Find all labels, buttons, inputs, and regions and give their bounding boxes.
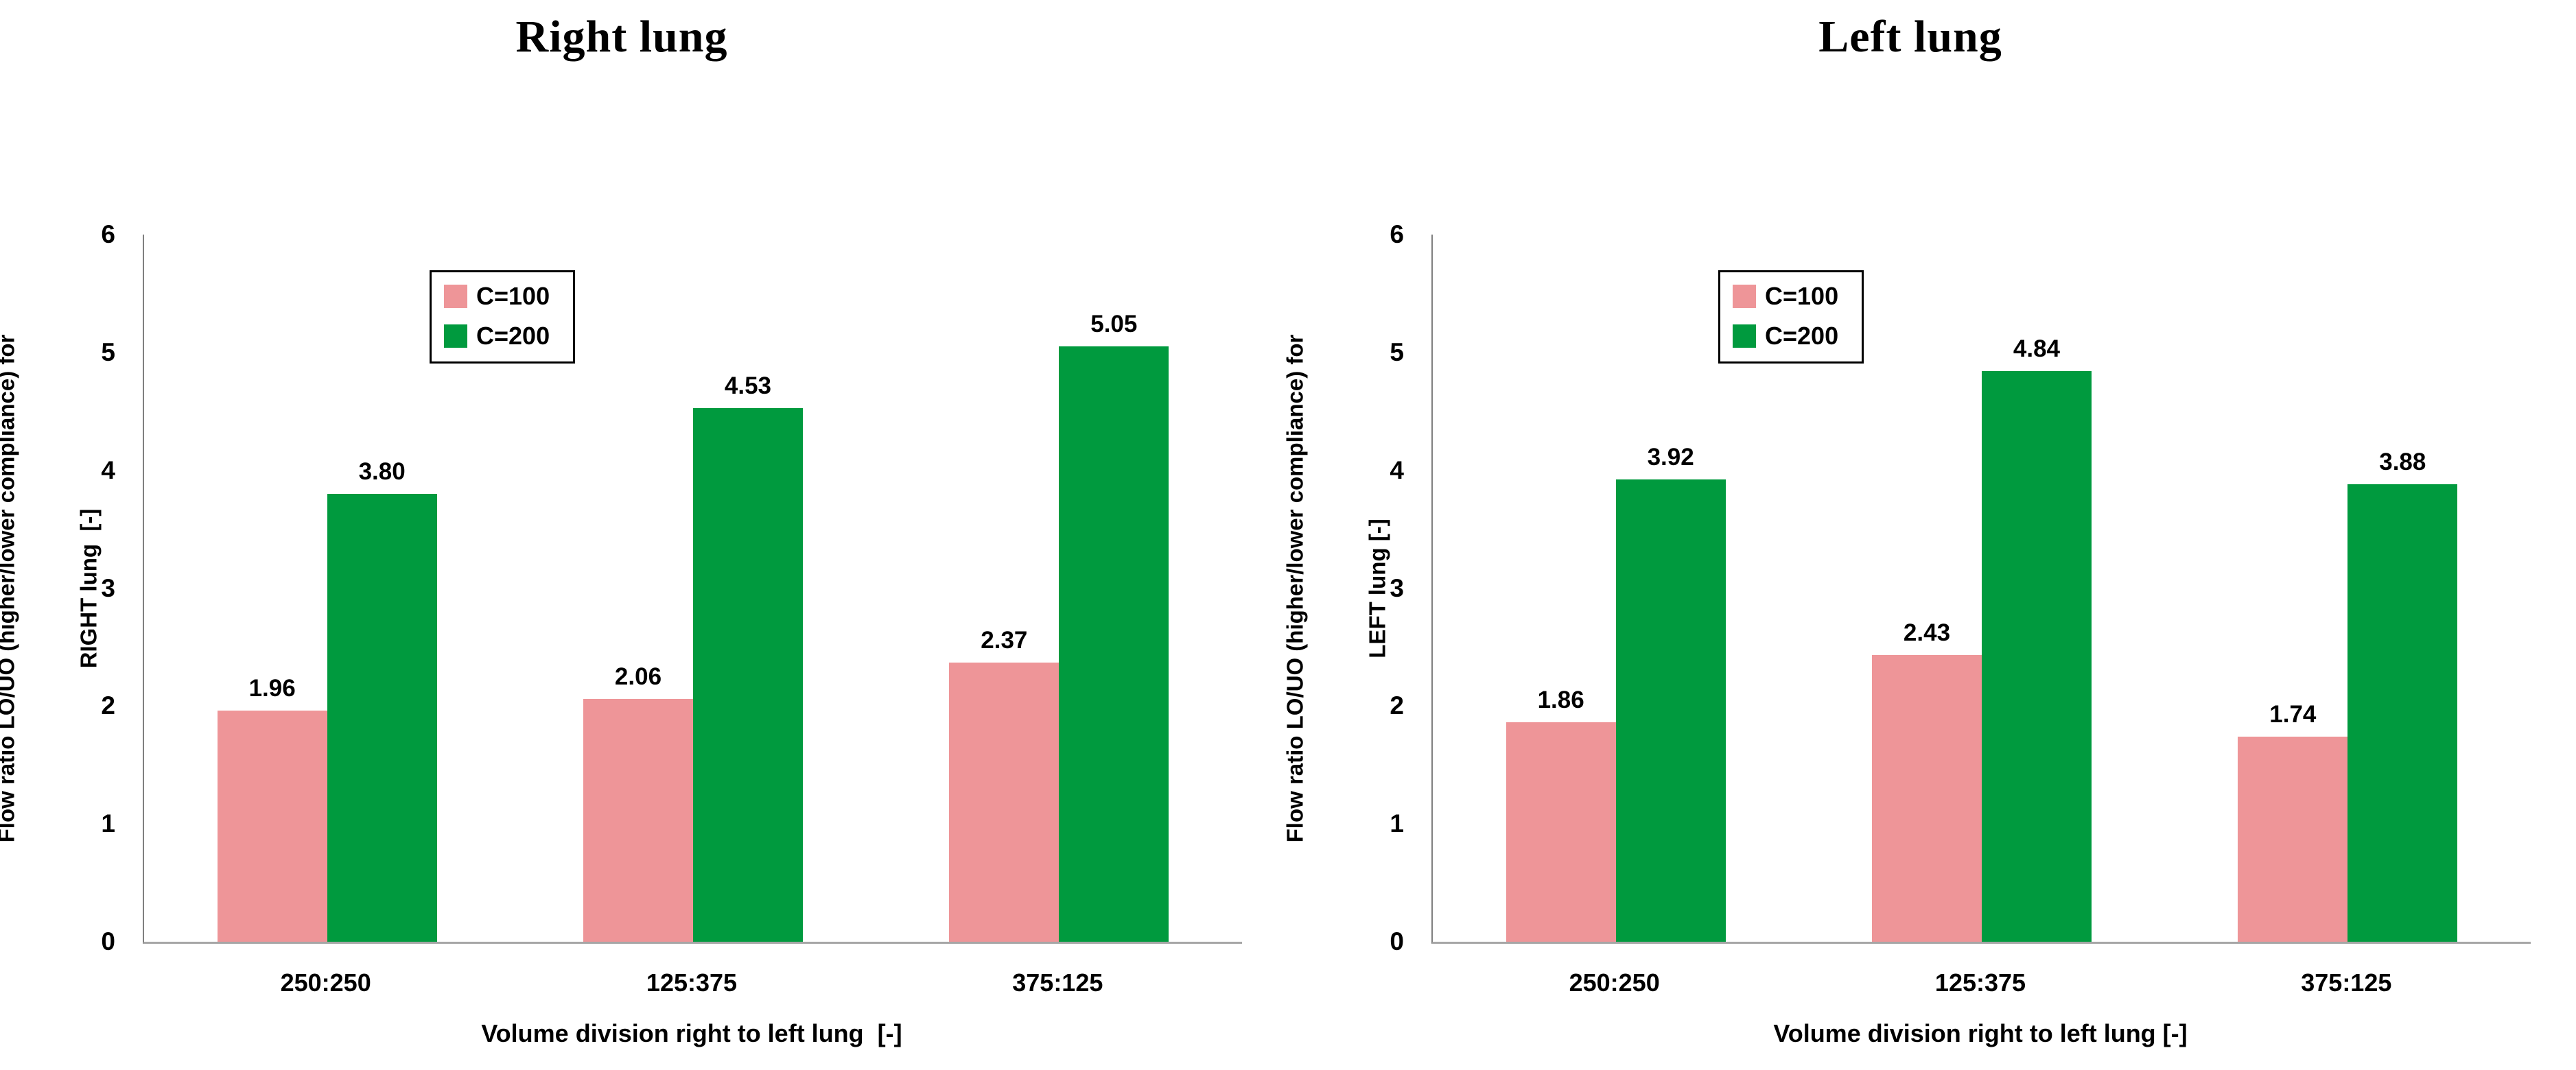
plot-area: 1.96 3.80 2.06 4.53 2.37 5.05 C=100 C=200 bbox=[143, 235, 1242, 944]
y-axis-label-line1: Flow ratio LO/UO (higher/lower complianc… bbox=[1281, 334, 1307, 842]
bar-value-label: 4.84 bbox=[2013, 335, 2061, 363]
x-tick-label: 250:250 bbox=[280, 968, 371, 997]
chart-title: Left lung bbox=[1818, 12, 2002, 62]
bar-c-200: 4.84 bbox=[1981, 335, 2092, 942]
bar-value-label: 3.92 bbox=[1647, 444, 1694, 471]
y-tick-label: 3 bbox=[101, 573, 115, 602]
legend: C=100 C=200 bbox=[1718, 270, 1864, 364]
legend-label: C=200 bbox=[476, 321, 550, 350]
x-tick-labels: 250:250 125:375 375:125 bbox=[143, 968, 1241, 997]
bar-group: 2.37 5.05 bbox=[876, 235, 1242, 942]
x-tick-label: 375:125 bbox=[1012, 968, 1103, 997]
bar-c-100: 2.43 bbox=[1872, 619, 1982, 942]
bar-value-label: 5.05 bbox=[1090, 311, 1138, 338]
plot-groups: 1.96 3.80 2.06 4.53 2.37 5.05 bbox=[144, 235, 1242, 942]
x-tick-labels: 250:250 125:375 375:125 bbox=[1431, 968, 2529, 997]
bar-c-100: 2.06 bbox=[583, 663, 693, 942]
legend: C=100 C=200 bbox=[430, 270, 576, 364]
x-axis-title: Volume division right to left lung [-] bbox=[481, 1019, 902, 1047]
legend-item: C=200 bbox=[444, 322, 550, 350]
legend-label: C=200 bbox=[1765, 321, 1839, 350]
chart-left-lung: Left lung Flow ratio LO/UO (higher/lower… bbox=[1282, 0, 2532, 1070]
bar-c-100: 1.96 bbox=[217, 675, 327, 942]
chart-title: Right lung bbox=[515, 12, 728, 62]
x-tick-label: 125:375 bbox=[646, 968, 738, 997]
y-tick-label: 6 bbox=[1390, 220, 1404, 248]
bar-value-label: 2.43 bbox=[1903, 619, 1951, 647]
y-tick-label: 0 bbox=[101, 927, 115, 955]
bar-value-label: 4.53 bbox=[724, 372, 772, 399]
y-tick-label: 1 bbox=[1390, 809, 1404, 838]
bar-value-label: 3.88 bbox=[2379, 449, 2426, 476]
y-tick-label: 2 bbox=[1390, 691, 1404, 720]
y-tick-label: 2 bbox=[101, 691, 115, 720]
bar-c-200: 3.80 bbox=[327, 458, 437, 942]
bar-group: 1.86 3.92 bbox=[1433, 235, 1799, 942]
y-tick-label: 6 bbox=[101, 220, 115, 248]
plot-groups: 1.86 3.92 2.43 4.84 1.74 3.88 bbox=[1433, 235, 2531, 942]
x-axis-title: Volume division right to left lung [-] bbox=[1773, 1019, 2188, 1047]
plot-area: 1.86 3.92 2.43 4.84 1.74 3.88 C=100 C=200 bbox=[1431, 235, 2531, 944]
bar-value-label: 1.86 bbox=[1537, 687, 1584, 714]
legend-swatch-c-100 bbox=[1733, 284, 1756, 308]
x-tick-label: 375:125 bbox=[2301, 968, 2392, 997]
x-tick-label: 125:375 bbox=[1934, 968, 2026, 997]
bar-group: 1.96 3.80 bbox=[144, 235, 510, 942]
bar-value-label: 1.96 bbox=[248, 675, 296, 702]
y-tick-labels: 0 1 2 3 4 5 6 bbox=[41, 220, 115, 955]
legend-swatch-c-100 bbox=[444, 284, 467, 308]
bar-c-200: 3.92 bbox=[1615, 444, 1726, 942]
y-tick-labels: 0 1 2 3 4 5 6 bbox=[1330, 220, 1404, 955]
legend-swatch-c-200 bbox=[444, 324, 467, 348]
bar-c-100: 1.74 bbox=[2238, 701, 2348, 942]
y-axis-label-line1: Flow ratio LO/UO (higher/lower complianc… bbox=[0, 334, 19, 842]
bar-c-200: 4.53 bbox=[692, 372, 803, 942]
legend-label: C=100 bbox=[476, 281, 550, 310]
y-tick-label: 5 bbox=[101, 337, 115, 366]
bar-value-label: 2.37 bbox=[981, 626, 1028, 654]
y-tick-label: 4 bbox=[101, 455, 115, 484]
legend-item: C=100 bbox=[1733, 282, 1838, 311]
x-tick-label: 250:250 bbox=[1569, 968, 1660, 997]
bar-value-label: 3.80 bbox=[358, 458, 406, 486]
legend-label: C=100 bbox=[1765, 281, 1839, 310]
bar-group: 2.43 4.84 bbox=[1799, 235, 2164, 942]
legend-item: C=100 bbox=[444, 282, 550, 311]
legend-swatch-c-200 bbox=[1733, 324, 1756, 348]
bar-value-label: 1.74 bbox=[2269, 701, 2317, 728]
legend-item: C=200 bbox=[1733, 322, 1838, 350]
bar-group: 1.74 3.88 bbox=[2165, 235, 2531, 942]
y-tick-label: 5 bbox=[1390, 337, 1404, 366]
y-tick-label: 4 bbox=[1390, 455, 1404, 484]
chart-right-lung: Right lung Flow ratio LO/UO (higher/lowe… bbox=[0, 0, 1243, 1070]
bar-c-100: 1.86 bbox=[1506, 687, 1616, 942]
bar-value-label: 2.06 bbox=[614, 663, 662, 691]
bar-c-200: 5.05 bbox=[1059, 311, 1169, 942]
y-tick-label: 0 bbox=[1390, 927, 1404, 955]
y-tick-label: 1 bbox=[101, 809, 115, 838]
bar-c-200: 3.88 bbox=[2347, 449, 2458, 942]
bar-group: 2.06 4.53 bbox=[510, 235, 876, 942]
y-tick-label: 3 bbox=[1390, 573, 1404, 602]
bar-c-100: 2.37 bbox=[949, 627, 1059, 942]
